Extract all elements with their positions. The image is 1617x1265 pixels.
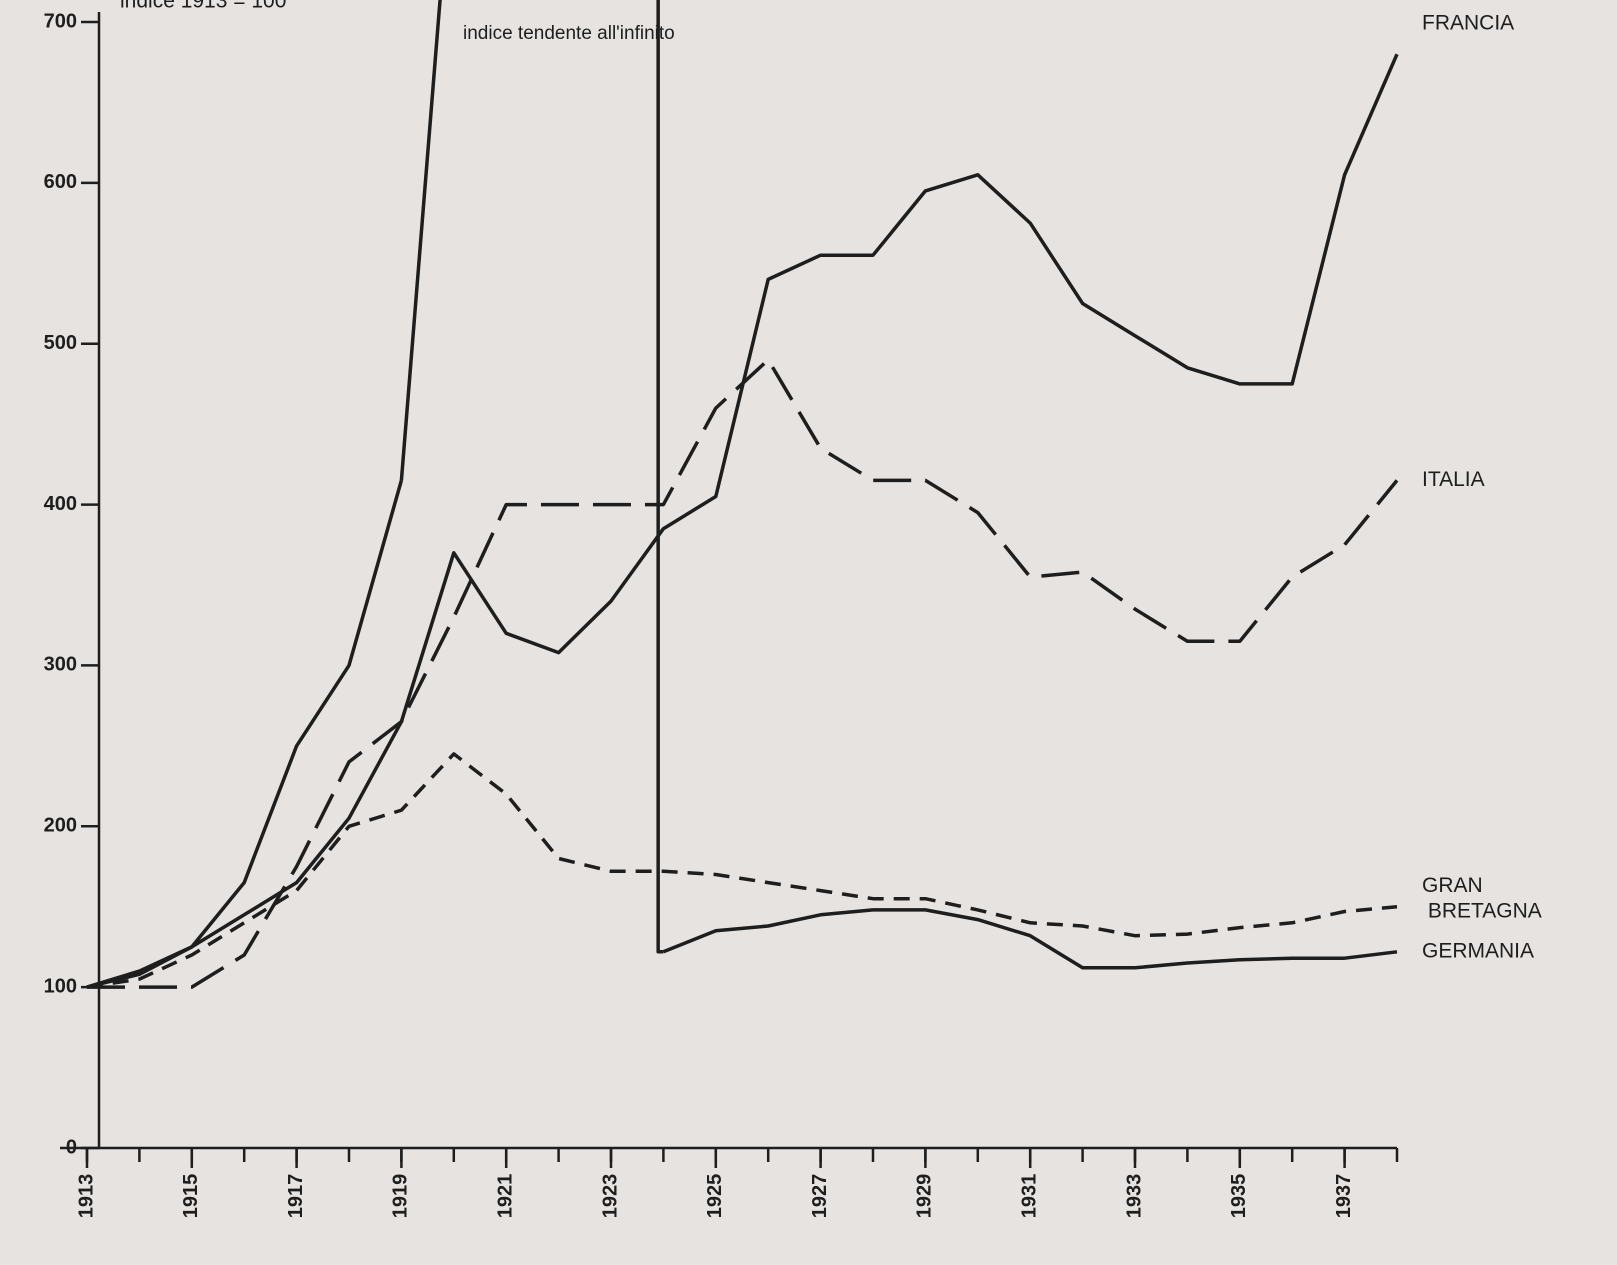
x-tick-label: 1921 [494,1174,516,1219]
x-tick-label: 1923 [599,1174,621,1219]
series-label: GRAN BRETAGNA [1422,874,1542,922]
y-axis-label: indice 1913 = 100 [120,0,286,13]
x-tick-label: 1915 [180,1174,202,1219]
x-tick-label: 1917 [285,1174,307,1219]
x-tick-label: 1913 [75,1174,97,1219]
x-tick-label: 1933 [1123,1174,1145,1219]
x-tick-label: 1937 [1333,1174,1355,1219]
annotation: indice tendente all'infinito [463,23,675,44]
x-tick-label: 1919 [390,1174,412,1219]
off-scale-line [399,0,664,954]
series-label: FRANCIA [1422,12,1514,35]
y-tick-label: 300 [44,654,77,676]
x-tick-label: 1925 [704,1174,726,1219]
series-line [86,752,1398,989]
series-line [87,358,1399,989]
y-tick-label: 0 [66,1136,77,1158]
x-tick-label: 1929 [914,1174,936,1219]
y-tick-label: 200 [44,815,77,837]
x-tick-label: 1931 [1018,1174,1040,1219]
x-tick-label: 1935 [1228,1174,1250,1219]
y-tick-label: 700 [44,10,77,32]
series-line [86,479,1398,989]
series-label: ITALIA [1422,468,1485,491]
y-tick-label: 500 [44,332,77,354]
series-line [86,53,1399,989]
y-tick-label: 100 [44,975,77,997]
x-tick-label: 1927 [809,1174,831,1219]
series-label: GERMANIA [1422,939,1534,962]
y-tick-label: 600 [44,171,77,193]
y-tick-label: 400 [44,493,77,515]
